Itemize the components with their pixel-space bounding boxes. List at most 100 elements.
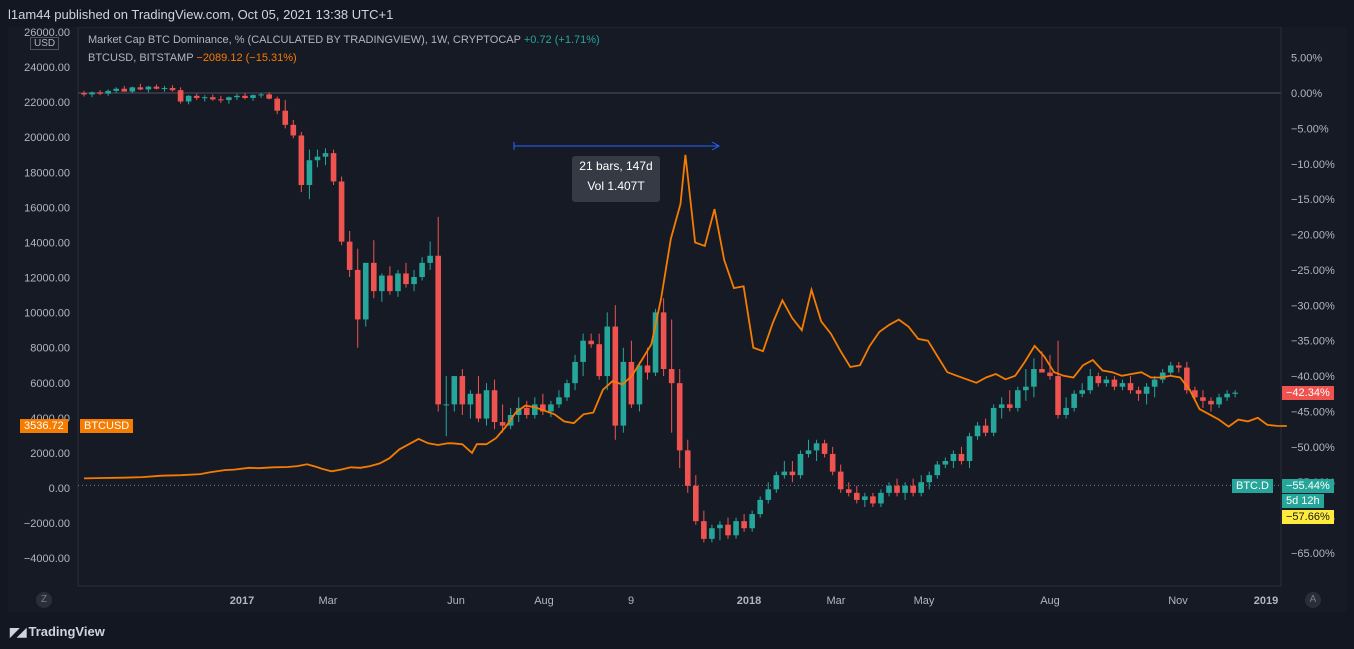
time-tick-label: Aug — [534, 595, 554, 607]
candle-body — [113, 88, 119, 91]
candle-body — [338, 181, 345, 242]
candle-body — [185, 95, 192, 102]
measure-bars-text: 21 bars, 147d — [579, 159, 653, 173]
candle-body — [733, 521, 739, 536]
candle-body — [588, 340, 594, 345]
right-tick-label: −10.00% — [1291, 159, 1335, 171]
candle-body — [757, 499, 763, 515]
right-tick-label: −5.00% — [1291, 123, 1329, 135]
measure-volume-text: Vol 1.407T — [587, 179, 645, 193]
candle-body — [821, 443, 828, 454]
candle-body — [1200, 397, 1206, 401]
candle-body — [1143, 386, 1150, 394]
candle-body — [1167, 365, 1174, 373]
legend-btcd-change: +0.72 (+1.71%) — [523, 34, 600, 46]
countdown-label: 5d 12h — [1282, 494, 1324, 508]
candle-body — [1063, 407, 1069, 415]
candle-body — [459, 376, 466, 405]
footer-brand[interactable]: ◤◢ TradingView — [10, 624, 105, 639]
candle-body — [1119, 383, 1126, 387]
candle-body — [97, 92, 103, 94]
candle-body — [540, 404, 546, 412]
candle-body — [845, 489, 852, 493]
candle-body — [153, 86, 160, 89]
legend-btcd-name: Market Cap BTC Dominance, % (CALCULATED … — [88, 34, 521, 46]
candle-body — [427, 255, 433, 263]
candle-body — [258, 94, 264, 96]
left-tick-label: 14000.00 — [24, 237, 70, 249]
candle-body — [491, 390, 498, 423]
candle-body — [902, 485, 908, 493]
candle-body — [926, 475, 933, 483]
candle-body — [886, 485, 892, 493]
time-tick-label: Mar — [319, 595, 338, 607]
legend-btcd[interactable]: Market Cap BTC Dominance, % (CALCULATED … — [88, 34, 600, 46]
left-tick-label: 0.00 — [49, 483, 70, 495]
candle-body — [934, 464, 941, 476]
candle-body — [556, 397, 562, 405]
candle-body — [701, 521, 707, 539]
candle-body — [1232, 392, 1238, 394]
price-chart[interactable]: 26000.00 24000.00 22000.00 20000.00 18000.00… — [8, 27, 1346, 612]
candle-body — [306, 160, 313, 185]
candle-body — [644, 365, 651, 373]
candle-body — [523, 407, 530, 415]
candle-body — [201, 97, 208, 99]
candle-body — [250, 95, 256, 98]
time-tick-label: Jun — [447, 595, 465, 607]
right-tick-label: −20.00% — [1291, 230, 1335, 242]
candle-body — [1006, 404, 1013, 408]
candle-body — [145, 86, 152, 90]
candle-body — [290, 124, 297, 136]
candle-body — [894, 485, 900, 493]
chart-frame[interactable]: 26000.00 24000.00 22000.00 20000.00 18000.00… — [8, 27, 1346, 612]
candle-body — [1087, 376, 1094, 391]
candle-body — [548, 404, 554, 412]
candle-body — [1055, 376, 1061, 415]
candle-body — [274, 98, 280, 111]
candle-body — [121, 88, 128, 92]
candle-body — [81, 93, 87, 95]
candle-body — [918, 482, 924, 493]
candle-body — [346, 241, 353, 270]
btcusd-name-label: BTCUSD — [80, 419, 134, 433]
candle-body — [137, 87, 144, 90]
candle-body — [604, 326, 611, 377]
left-tick-label: 26000.00 — [24, 27, 70, 39]
time-tick-label: Nov — [1168, 595, 1188, 607]
footer-brand-text: TradingView — [28, 624, 105, 639]
candle-body — [105, 90, 111, 94]
candle-body — [837, 471, 844, 490]
candle-body — [620, 361, 627, 426]
plot-border — [77, 27, 1282, 587]
right-tick-label: 5.00% — [1291, 53, 1322, 65]
candle-body — [282, 110, 289, 125]
left-axis: 26000.00 24000.00 22000.00 20000.00 18000.00… — [24, 27, 70, 565]
candle-body — [1071, 393, 1077, 408]
candle-body — [854, 492, 860, 500]
zoom-button[interactable]: Z — [36, 592, 52, 608]
candle-body — [950, 453, 957, 461]
candle-body — [1111, 379, 1118, 387]
candle-body — [1127, 383, 1134, 391]
left-tick-label: −2000.00 — [24, 518, 70, 530]
left-tick-label: 20000.00 — [24, 132, 70, 144]
time-tick-label: 9 — [628, 595, 634, 607]
candle-body — [467, 393, 474, 405]
candle-body — [636, 365, 643, 405]
btcusd-line-layer — [83, 154, 1287, 480]
candle-body — [805, 450, 812, 454]
candle-body — [709, 528, 715, 539]
candle-body — [829, 453, 836, 472]
candle-body — [966, 436, 973, 461]
currency-tag[interactable]: USD — [30, 37, 60, 50]
legend-btcusd[interactable]: BTCUSD, BITSTAMP −2089.12 (−15.31%) — [88, 52, 297, 64]
candle-body — [499, 422, 506, 426]
candle-body — [596, 344, 602, 377]
candle-body — [387, 275, 393, 292]
candle-body — [1216, 397, 1222, 405]
left-tick-label: 12000.00 — [24, 273, 70, 285]
right-tick-label: −35.00% — [1291, 336, 1335, 348]
auto-scale-button[interactable]: A — [1305, 592, 1321, 608]
right-tick-label: −15.00% — [1291, 194, 1335, 206]
